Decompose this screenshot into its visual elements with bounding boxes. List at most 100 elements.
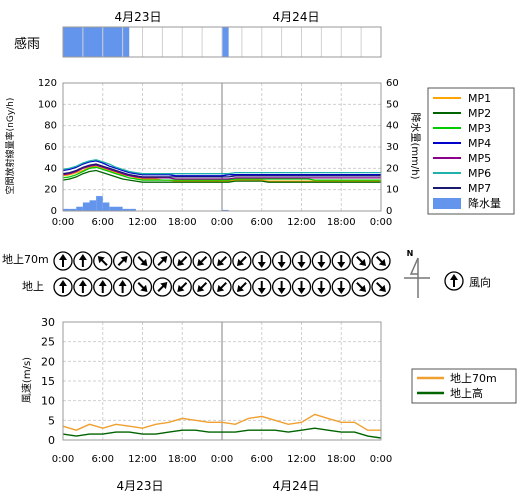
precip-y-tick-label: 20 — [386, 163, 399, 174]
rain-period — [222, 27, 229, 57]
wind-speed-x-tick-label: 6:00 — [251, 454, 273, 465]
series-line-mp5 — [62, 164, 381, 180]
radiation-chart: 0 20 40 60 80 100 120 0 10 20 30 40 50 60 0:00 6:00 12:0… — [38, 78, 399, 228]
radiation-x-tick-label: 0:00 — [370, 217, 392, 228]
precip-y-tick-label: 40 — [386, 121, 399, 132]
precip-bar — [122, 208, 130, 211]
wind-arrow-lower — [73, 277, 93, 297]
wind-arrow-lower — [351, 277, 371, 297]
wind-arrow-upper — [112, 251, 133, 271]
wind-row-label-upper: 地上70m — [2, 253, 49, 266]
north-label: N — [407, 249, 414, 258]
precip-y-tick-label: 0 — [386, 206, 392, 217]
wind-arrow-upper — [53, 251, 73, 271]
wind-arrow-lower — [172, 277, 192, 297]
wind-speed-y-tick-label: 10 — [41, 395, 55, 408]
precip-y-tick-label: 60 — [386, 78, 399, 89]
precip-bar — [76, 206, 83, 211]
legend-label-mp4: MP4 — [468, 137, 491, 150]
wind-legend-arrow-icon — [444, 271, 464, 291]
wind-speed-x-tick-label: 12:00 — [287, 454, 316, 465]
series-line-mp6 — [62, 159, 381, 175]
series-line-mp7 — [62, 163, 381, 178]
precip-bar — [63, 208, 70, 211]
wind-arrow-lower — [93, 277, 113, 297]
radiation-x-tick-label: 6:00 — [251, 217, 273, 228]
wind-arrow-lower — [232, 277, 252, 297]
wind-arrow-lower — [331, 277, 351, 297]
legend-label-mp6: MP6 — [468, 167, 491, 180]
series-line-mp4 — [62, 160, 381, 177]
top-date-label-2: 4月24日 — [273, 10, 320, 24]
precip-bar — [222, 209, 229, 211]
wind-arrow-lower — [212, 277, 232, 297]
precip-y-tick-label: 50 — [386, 99, 399, 110]
wind-arrow-upper — [212, 251, 232, 271]
precip-bar — [102, 202, 110, 211]
wind-speed-x-tick-label: 18:00 — [168, 454, 197, 465]
wind-arrow-lower — [252, 277, 272, 297]
wind-arrow-upper — [311, 251, 332, 271]
radiation-y-tick-label: 100 — [38, 99, 57, 110]
wind-speed-x-tick-label: 0:00 — [370, 454, 392, 465]
wind-arrow-lower — [271, 277, 292, 297]
legend-label-mp1: MP1 — [468, 92, 491, 105]
precip-bar — [82, 202, 90, 211]
bottom-date-label-1: 4月23日 — [117, 479, 164, 493]
wind-arrow-upper — [172, 251, 192, 271]
wind-arrow-upper — [291, 251, 312, 271]
precip-bar — [129, 208, 136, 211]
wind-arrow-lower — [311, 277, 332, 297]
wind-arrow-upper — [351, 251, 371, 271]
radiation-x-tick-label: 18:00 — [327, 217, 356, 228]
wind-speed-y-tick-label: 30 — [41, 316, 55, 329]
radiation-y-tick-label: 20 — [44, 185, 57, 196]
wind-direction-rows — [53, 251, 391, 297]
wind-speed-x-tick-label: 0:00 — [52, 454, 74, 465]
wind-speed-x-tick-label: 18:00 — [327, 454, 356, 465]
series-line-mp3 — [62, 166, 381, 181]
wind-speed-y-tick-label: 0 — [48, 434, 55, 447]
precip-y-tick-label: 30 — [386, 142, 399, 153]
rain-timeline — [62, 26, 382, 58]
radiation-x-tick-label: 0:00 — [52, 217, 74, 228]
top-date-label-1: 4月23日 — [115, 10, 162, 24]
wind-arrow-lower — [132, 277, 153, 297]
wind-arrow-lower — [192, 277, 212, 297]
wind-arrow-upper — [93, 251, 113, 271]
series-line-mp1 — [62, 165, 381, 182]
radiation-plot-frame — [62, 82, 382, 212]
wind-arrow-lower — [53, 277, 73, 297]
wind-arrow-lower — [291, 277, 312, 297]
wind-arrow-upper — [132, 251, 153, 271]
wind-speed-series-line — [62, 413, 381, 431]
legend-label-mp7: MP7 — [468, 182, 491, 195]
radiation-x-tick-label: 18:00 — [168, 217, 197, 228]
rain-sense-label: 感雨 — [14, 36, 40, 52]
legend-label-precip: 降水量 — [468, 196, 501, 210]
radiation-y-tick-label: 60 — [44, 142, 57, 153]
wind-row-label-lower: 地上 — [22, 280, 44, 293]
wind-direction-legend: N 風向 — [404, 249, 491, 298]
wind-speed-legend-box — [411, 368, 517, 404]
wind-arrow-upper — [152, 251, 173, 271]
north-compass-icon: N — [404, 249, 430, 298]
wind-arrow-upper — [192, 251, 212, 271]
rain-timeline-border — [62, 26, 382, 58]
radiation-x-tick-label: 12:00 — [287, 217, 316, 228]
radiation-y-tick-label: 80 — [44, 121, 57, 132]
precip-y-tick-label: 10 — [386, 185, 399, 196]
radiation-legend-box — [427, 87, 515, 215]
legend-swatch-precip — [433, 198, 461, 209]
radiation-y-tick-label: 120 — [38, 78, 57, 89]
wind-arrow-lower — [152, 277, 173, 297]
wind-arrow-lower — [371, 277, 391, 297]
wind-speed-y-tick-label: 25 — [41, 336, 55, 349]
precip-bar — [69, 208, 77, 211]
wind-speed-plot-frame — [62, 321, 382, 441]
radiation-y-tick-label: 0 — [51, 206, 57, 217]
wind-arrow-lower — [112, 277, 133, 297]
wind-speed-series-line — [62, 427, 382, 439]
wind-speed-chart: 0 5 10 15 20 25 30 0:00 6:00 12:00 18:00 0:00 6:00 12… — [41, 316, 392, 465]
wind-arrow-upper — [232, 251, 252, 271]
